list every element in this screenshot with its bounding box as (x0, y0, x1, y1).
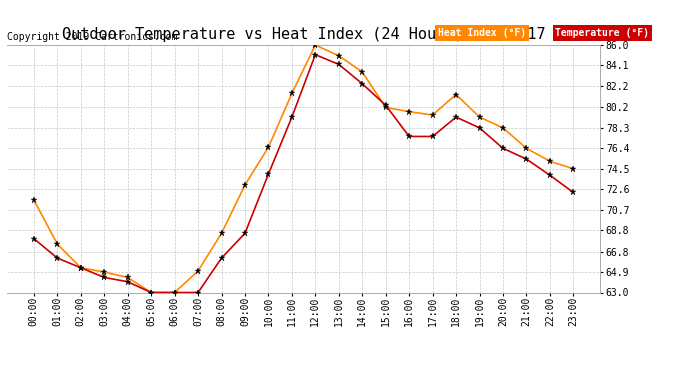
Text: Temperature (°F): Temperature (°F) (555, 28, 649, 38)
Text: Heat Index (°F): Heat Index (°F) (438, 28, 526, 38)
Title: Outdoor Temperature vs Heat Index (24 Hours) 20190817: Outdoor Temperature vs Heat Index (24 Ho… (62, 27, 545, 42)
Text: Copyright 2019 Cartronics.com: Copyright 2019 Cartronics.com (7, 32, 177, 42)
